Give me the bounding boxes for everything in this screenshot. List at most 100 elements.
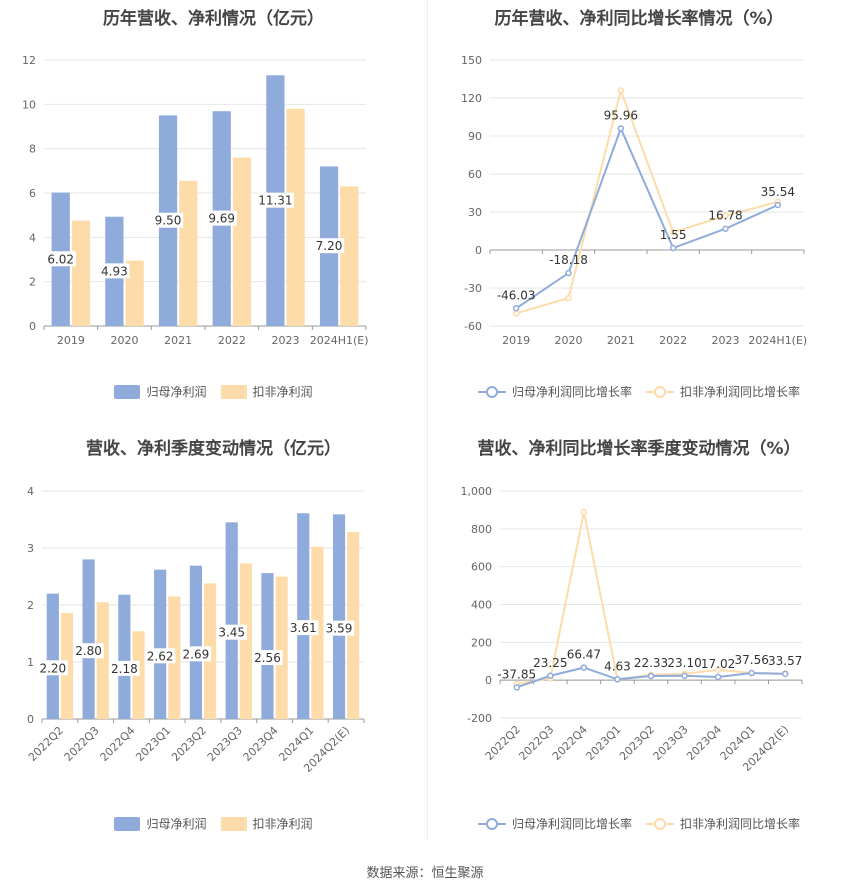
data-label: 2.18 [111, 662, 138, 676]
legend[interactable]: 归母净利润同比增长率 扣非净利润同比增长率 [428, 815, 850, 832]
bar-parent-net-profit [261, 573, 274, 719]
series-point [669, 244, 677, 252]
y-tick-label: 1 [27, 656, 34, 669]
x-tick-label: 2022 [218, 334, 246, 347]
bar-deducted-net-profit [286, 108, 305, 327]
legend-line-blue [477, 385, 506, 399]
data-label: -46.03 [497, 288, 536, 302]
bar-deducted-net-profit [232, 157, 252, 326]
series-point [512, 305, 520, 312]
series-line-deducted [515, 87, 779, 315]
y-tick-label: 0 [485, 674, 492, 687]
series-point [681, 672, 688, 680]
x-tick-label: 2023Q4 [241, 724, 281, 764]
data-label: 33.57 [768, 654, 802, 668]
x-tick-label: 2024H1(E) [310, 334, 369, 347]
x-tick-label: 2023Q3 [205, 724, 245, 764]
bar-deducted-net-profit [239, 563, 252, 719]
y-tick-label: 150 [461, 54, 482, 67]
series-point [722, 225, 729, 232]
data-label-bg [73, 643, 104, 659]
legend-item-series-1[interactable]: 归母净利润 [114, 815, 207, 832]
x-tick-label: 2021 [164, 334, 192, 347]
series-point [617, 87, 625, 94]
data-label-bg [288, 620, 319, 636]
y-tick-label: 800 [471, 523, 492, 536]
legend-item-series-2[interactable]: 扣非净利润同比增长率 [646, 815, 800, 832]
series-point [565, 294, 572, 302]
x-tick-label: 2023 [272, 334, 300, 347]
data-label: 9.50 [155, 214, 182, 228]
legend-swatch-blue [114, 816, 141, 831]
y-tick-label: -30 [464, 282, 482, 295]
legend-item-series-2[interactable]: 扣非净利润同比增长率 [646, 383, 800, 400]
series-point [714, 673, 722, 681]
legend-swatch-orange [220, 816, 247, 831]
x-tick-label: 2021 [607, 334, 635, 347]
y-tick-label: 8 [29, 143, 36, 156]
legend-item-series-1[interactable]: 归母净利润 [114, 383, 207, 400]
data-label: 7.20 [316, 239, 343, 253]
y-tick-label: 2 [27, 599, 34, 612]
chart-annual-profit: 历年营收、净利情况（亿元） 0 2 4 6 8 10 12 2019 2020 2021 2022 2… [0, 0, 427, 412]
data-label: 2.62 [147, 649, 174, 663]
data-label: 3.59 [326, 622, 353, 636]
chart-title: 历年营收、净利同比增长率情况（%） [494, 9, 784, 29]
bar-parent-net-profit [225, 522, 238, 719]
legend[interactable]: 归母净利润 扣非净利润 [0, 815, 427, 832]
chart-quarterly-growth: 营收、净利同比增长率季度变动情况（%） -200 0 200 400 600 800 1,0… [428, 430, 850, 840]
data-label: 95.96 [604, 108, 638, 122]
legend[interactable]: 归母净利润 扣非净利润 [0, 383, 427, 400]
bar-deducted-net-profit [179, 180, 198, 326]
y-tick-label: 30 [468, 206, 482, 219]
data-label-bg [180, 646, 212, 662]
data-label-bg [109, 660, 140, 676]
data-label: 3.61 [290, 621, 317, 635]
data-label: 2.69 [183, 647, 210, 661]
data-label-bg [206, 210, 237, 226]
legend-label: 扣非净利润同比增长率 [680, 385, 801, 399]
x-tick-label: 2023 [712, 334, 740, 347]
series-point [647, 672, 655, 680]
legend-line-orange [646, 817, 674, 831]
chart-annual-profit-plot: 0 2 4 6 8 10 12 2019 2020 2021 2022 2023 2024H1(E) 6.… [22, 54, 369, 347]
x-tick-label: 2024H1(E) [748, 334, 807, 347]
series-point [781, 670, 789, 678]
legend-item-series-1[interactable]: 归母净利润同比增长率 [477, 815, 632, 832]
y-tick-label: 0 [27, 713, 34, 726]
data-label: 66.47 [567, 648, 601, 662]
bar-deducted-net-profit [340, 186, 359, 326]
legend-label: 扣非净利润 [252, 385, 313, 399]
legend-item-series-2[interactable]: 扣非净利润 [220, 383, 313, 400]
y-tick-label: 1,000 [461, 485, 493, 498]
bar-parent-net-profit [118, 594, 131, 719]
legend-swatch-blue [114, 384, 141, 399]
legend-item-series-1[interactable]: 归母净利润同比增长率 [477, 383, 632, 400]
data-label: 23.25 [533, 656, 567, 670]
series-point [669, 229, 677, 236]
data-label: 23.10 [667, 656, 701, 670]
chart-title: 营收、净利季度变动情况（亿元） [86, 439, 341, 459]
series-point [748, 669, 755, 677]
x-tick-label: 2023Q4 [684, 723, 724, 763]
data-label-bg [313, 238, 345, 254]
legend[interactable]: 归母净利润同比增长率 扣非净利润同比增长率 [428, 383, 850, 400]
data-label: 2.80 [75, 644, 102, 658]
legend-label: 归母净利润 [146, 817, 207, 831]
data-label-bg [45, 251, 76, 267]
data-label: 2.20 [39, 661, 66, 675]
data-label: 4.93 [101, 264, 128, 278]
data-label: -37.85 [497, 667, 536, 681]
data-label-bg [144, 648, 176, 664]
y-tick-label: 400 [471, 599, 492, 612]
series-point [614, 676, 621, 683]
data-label-bg [323, 620, 355, 636]
x-tick-label: 2023Q1 [584, 723, 624, 763]
x-tick-label: 2020 [111, 334, 139, 347]
legend-line-blue [477, 817, 506, 831]
y-tick-label: 120 [461, 92, 482, 105]
data-label: 1.55 [660, 228, 687, 242]
legend-item-series-2[interactable]: 扣非净利润 [220, 815, 313, 832]
x-tick-label: 2022Q4 [550, 723, 590, 763]
x-tick-label: 2022Q2 [483, 723, 523, 763]
